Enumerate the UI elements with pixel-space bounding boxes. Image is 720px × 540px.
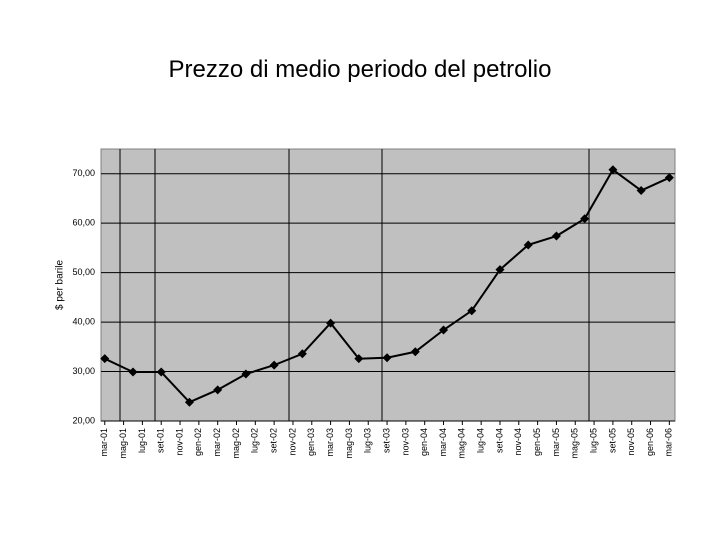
marker: [410, 347, 420, 357]
x-tick-label: nov-04: [513, 428, 523, 456]
marker: [439, 325, 449, 335]
x-tick-label: gen-03: [306, 428, 316, 456]
x-tick-label: set-02: [269, 428, 279, 453]
marker: [467, 306, 477, 316]
y-tick-label: 20,00: [72, 415, 95, 425]
x-tick-label: mar-04: [438, 428, 448, 457]
marker: [213, 385, 223, 395]
x-tick-label: set-03: [381, 428, 391, 453]
plot-area: [100, 148, 676, 422]
marker: [382, 353, 392, 363]
x-tick-label: lug-05: [588, 428, 598, 453]
x-tick-label: gen-05: [532, 428, 542, 456]
marker: [297, 349, 307, 359]
y-tick-label: 60,00: [72, 218, 95, 228]
marker: [241, 369, 251, 379]
y-tick-label: 40,00: [72, 316, 95, 326]
x-tick-label: nov-05: [626, 428, 636, 456]
x-tick-label: mar-02: [212, 428, 222, 457]
x-tick-label: mag-05: [570, 428, 580, 459]
marker: [608, 165, 618, 175]
marker: [269, 360, 279, 370]
y-tick-label: 50,00: [72, 267, 95, 277]
x-tick-label: mar-05: [551, 428, 561, 457]
x-tick-label: nov-03: [400, 428, 410, 456]
x-tick-label: set-04: [494, 428, 504, 453]
marker: [551, 231, 561, 241]
x-tick-label: lug-02: [250, 428, 260, 453]
y-tick-label: 70,00: [72, 168, 95, 178]
marker: [100, 354, 110, 364]
chart-title: Prezzo di medio periodo del petrolio: [169, 56, 552, 83]
y-tick-label: 30,00: [72, 366, 95, 376]
x-tick-label: mar-06: [664, 428, 674, 457]
x-tick-label: mag-04: [457, 428, 467, 459]
x-tick-label: gen-02: [193, 428, 203, 456]
x-tick-label: mag-02: [231, 428, 241, 459]
marker: [184, 397, 194, 407]
x-tick-label: lug-03: [363, 428, 373, 453]
x-tick-label: set-05: [607, 428, 617, 453]
separators: [119, 149, 590, 421]
x-tick-label: nov-02: [287, 428, 297, 456]
marker: [354, 354, 364, 364]
marker: [156, 367, 166, 377]
marker: [326, 318, 336, 328]
x-tick-label: nov-01: [174, 428, 184, 456]
x-tick-label: lug-01: [137, 428, 147, 453]
x-tick-label: mag-01: [118, 428, 128, 459]
marker: [495, 265, 505, 275]
x-tick-label: mar-01: [99, 428, 109, 457]
y-axis-label: $ per barile: [55, 260, 66, 310]
marker: [128, 367, 138, 377]
marker: [636, 186, 646, 196]
x-tick-label: mar-03: [325, 428, 335, 457]
marker: [664, 173, 674, 183]
x-tick-label: set-01: [156, 428, 166, 453]
marker: [523, 240, 533, 250]
marker: [580, 214, 590, 224]
x-tick-label: lug-04: [476, 428, 486, 453]
x-tick-label: mag-03: [344, 428, 354, 459]
x-tick-label: gen-04: [419, 428, 429, 456]
x-tick-label: gen-06: [645, 428, 655, 456]
